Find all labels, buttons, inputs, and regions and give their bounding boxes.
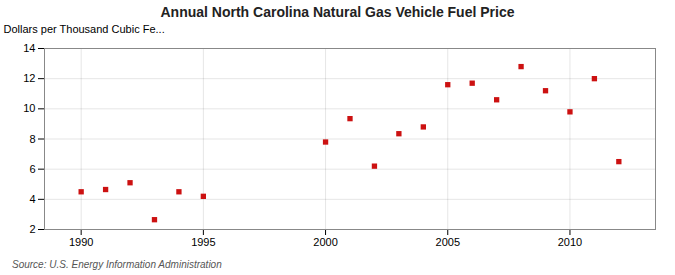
- html-text:Annual North Carolina Natural: Annual North Carolina Natural Gas Vehicl…: [160, 4, 515, 20]
- svg-text:2010: 2010: [558, 236, 582, 248]
- svg-text:Dollars per Thousand Cubic Fe.: Dollars per Thousand Cubic Fe...: [4, 23, 165, 35]
- svg-text:14: 14: [23, 42, 35, 54]
- svg-text:10: 10: [23, 102, 35, 114]
- svg-text:1990: 1990: [69, 236, 93, 248]
- svg-text:2005: 2005: [436, 236, 460, 248]
- svg-text:1995: 1995: [191, 236, 215, 248]
- svg-text:8: 8: [29, 133, 35, 145]
- svg-text:6: 6: [29, 163, 35, 175]
- html-text:Source: U.S. Energy Informatio: Source: U.S. Energy Information Administ…: [12, 259, 222, 270]
- svg-text:12: 12: [23, 72, 35, 84]
- svg-text:2: 2: [29, 223, 35, 235]
- svg-text:4: 4: [29, 193, 35, 205]
- svg-text:2000: 2000: [313, 236, 337, 248]
